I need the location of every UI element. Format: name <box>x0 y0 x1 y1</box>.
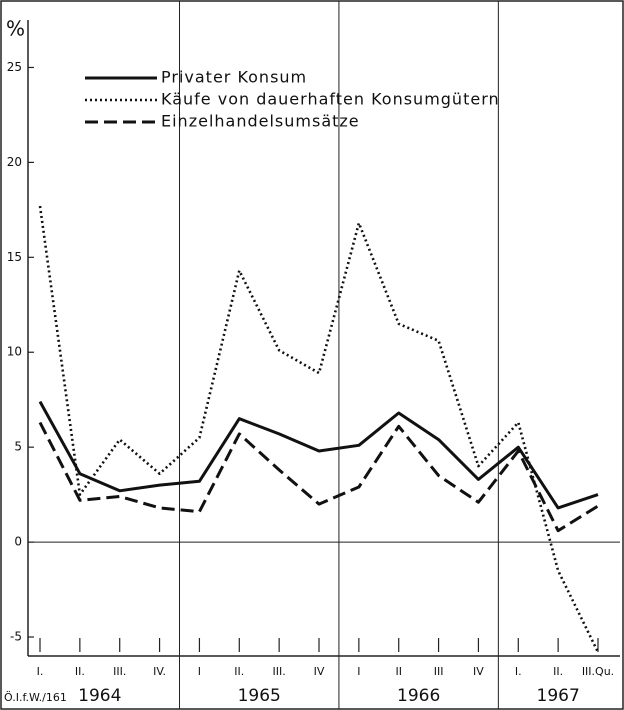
series-line <box>38 421 599 533</box>
year-label: 1967 <box>537 686 580 706</box>
y-tick-label: 20 <box>7 155 22 169</box>
x-tick-label: II. <box>75 665 85 678</box>
year-label: 1964 <box>78 686 121 706</box>
legend-label: Käufe von dauerhaften Konsumgütern <box>161 90 500 109</box>
y-tick-label: 15 <box>7 250 22 264</box>
series-line <box>38 205 600 653</box>
source: Ö.I.f.W./161 <box>4 691 67 704</box>
x-tick-label: III <box>434 665 444 678</box>
y-tick-label: -5 <box>10 630 22 644</box>
x-tick-label: II. <box>553 665 563 678</box>
x-tick-label: II. <box>234 665 244 678</box>
x-tick-label: IV <box>473 665 484 678</box>
legend-label: Privater Konsum <box>161 68 307 87</box>
x-tick-label: III. <box>113 665 126 678</box>
y-tick-label: 25 <box>7 60 22 74</box>
y-tick-label: 5 <box>14 440 22 454</box>
legend-label: Einzelhandelsumsätze <box>161 112 360 131</box>
series-line <box>38 400 599 510</box>
y-tick-label: 0 <box>14 535 22 549</box>
x-tick-label: I <box>357 665 360 678</box>
y-tick-label: 10 <box>7 345 22 359</box>
x-tick-label: II <box>395 665 402 678</box>
x-tick-label: I. <box>37 665 44 678</box>
x-tick-label: I <box>198 665 201 678</box>
year-label: 1965 <box>238 686 281 706</box>
x-tick-label: IV. <box>153 665 166 678</box>
legend: Privater Konsum Käufe von dauerhaften Kon… <box>85 68 500 131</box>
x-tick-label: III.Qu. <box>582 665 614 678</box>
x-tick-label: III. <box>273 665 286 678</box>
x-tick-label: IV <box>314 665 325 678</box>
y-axis-label: % <box>6 17 25 41</box>
x-tick-label: I. <box>515 665 522 678</box>
year-label: 1966 <box>397 686 440 706</box>
